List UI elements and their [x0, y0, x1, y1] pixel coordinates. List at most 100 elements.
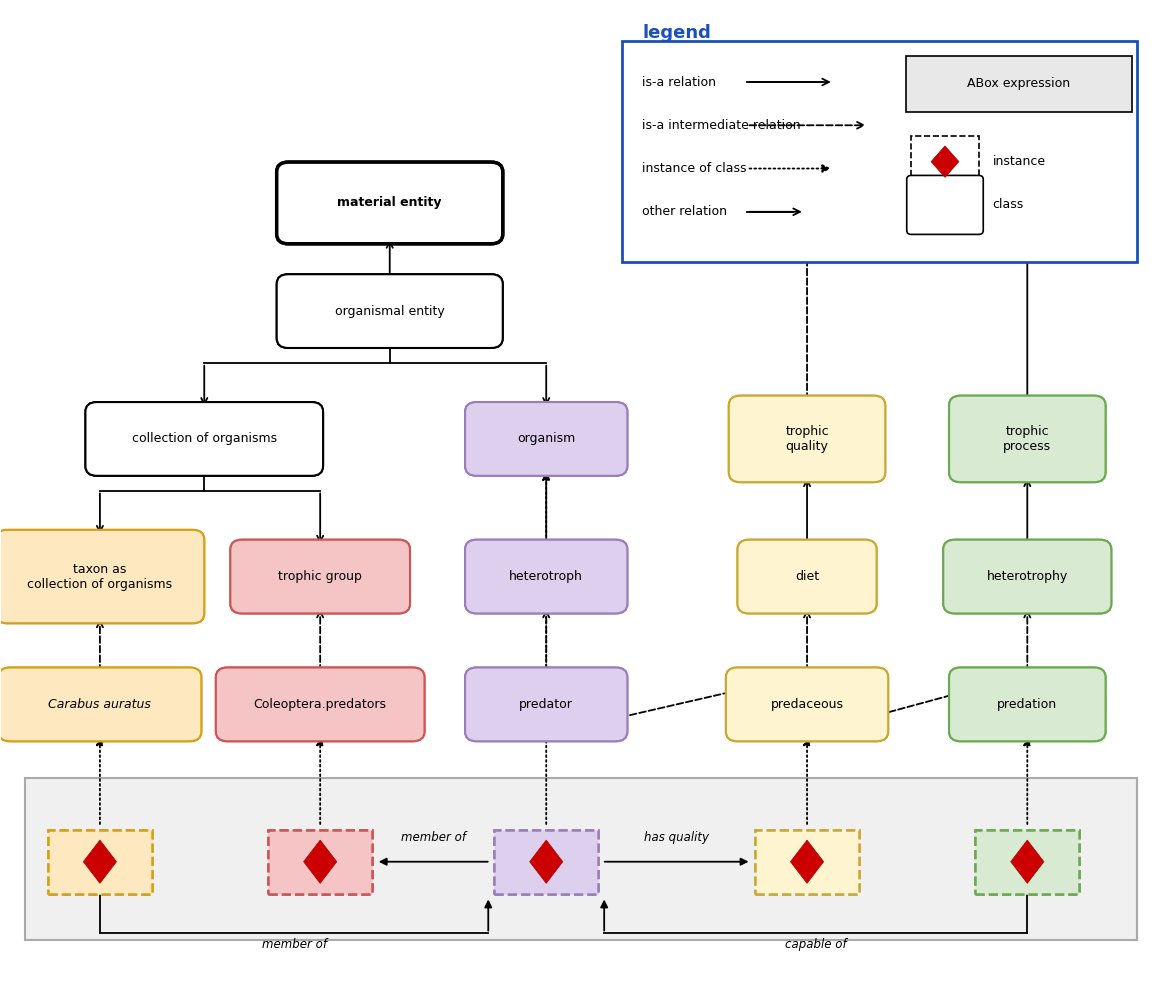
FancyBboxPatch shape [277, 274, 503, 348]
FancyBboxPatch shape [726, 668, 888, 741]
Text: quality: quality [783, 196, 831, 209]
FancyBboxPatch shape [905, 56, 1132, 112]
FancyBboxPatch shape [0, 668, 201, 741]
FancyBboxPatch shape [949, 395, 1105, 482]
Polygon shape [530, 840, 562, 883]
FancyBboxPatch shape [975, 830, 1079, 893]
FancyBboxPatch shape [48, 830, 152, 893]
Text: material entity: material entity [337, 196, 442, 209]
Text: class: class [992, 198, 1024, 211]
Text: organism: organism [517, 433, 575, 446]
Polygon shape [84, 840, 116, 883]
FancyBboxPatch shape [906, 176, 983, 235]
Text: predator: predator [519, 698, 573, 711]
FancyBboxPatch shape [949, 162, 1105, 244]
Text: predation: predation [997, 698, 1057, 711]
FancyBboxPatch shape [465, 539, 627, 613]
FancyBboxPatch shape [729, 395, 885, 482]
Text: organism: organism [517, 433, 575, 446]
Text: trophic
process: trophic process [1003, 425, 1052, 453]
Text: heterotrophy: heterotrophy [987, 570, 1068, 583]
Text: legend: legend [643, 24, 711, 41]
FancyBboxPatch shape [755, 830, 859, 893]
FancyBboxPatch shape [738, 539, 876, 613]
Text: Coleoptera.predators: Coleoptera.predators [253, 698, 387, 711]
FancyBboxPatch shape [230, 539, 410, 613]
Text: process: process [1000, 196, 1054, 209]
Polygon shape [1011, 840, 1043, 883]
FancyBboxPatch shape [726, 668, 888, 741]
FancyBboxPatch shape [465, 668, 627, 741]
Text: heterotroph: heterotroph [509, 570, 583, 583]
Polygon shape [790, 840, 824, 883]
Text: diet: diet [795, 570, 819, 583]
FancyBboxPatch shape [975, 830, 1079, 893]
FancyBboxPatch shape [911, 136, 978, 187]
FancyBboxPatch shape [86, 402, 323, 476]
Text: predator: predator [519, 698, 573, 711]
FancyBboxPatch shape [949, 668, 1105, 741]
Text: predation: predation [997, 698, 1057, 711]
FancyBboxPatch shape [465, 668, 627, 741]
FancyBboxPatch shape [944, 539, 1111, 613]
Text: organismal entity: organismal entity [335, 305, 445, 317]
FancyBboxPatch shape [216, 668, 424, 741]
Text: trophic
quality: trophic quality [786, 425, 829, 453]
Polygon shape [303, 840, 337, 883]
Text: diet: diet [795, 570, 819, 583]
FancyBboxPatch shape [494, 830, 598, 893]
FancyBboxPatch shape [738, 539, 876, 613]
Polygon shape [530, 840, 562, 883]
Text: taxon as
collection of organisms: taxon as collection of organisms [28, 563, 172, 591]
FancyBboxPatch shape [230, 539, 410, 613]
FancyBboxPatch shape [216, 668, 424, 741]
FancyBboxPatch shape [268, 830, 372, 893]
FancyBboxPatch shape [729, 395, 885, 482]
Text: ABox expression: ABox expression [967, 78, 1070, 91]
Text: heterotrophy: heterotrophy [987, 570, 1068, 583]
FancyBboxPatch shape [268, 830, 372, 893]
Text: trophic
quality: trophic quality [786, 425, 829, 453]
Text: process: process [1000, 196, 1054, 209]
FancyBboxPatch shape [24, 778, 1138, 941]
Text: Coleoptera.predators: Coleoptera.predators [253, 698, 387, 711]
Text: instance: instance [992, 155, 1046, 169]
Polygon shape [1011, 840, 1043, 883]
Text: predaceous: predaceous [770, 698, 844, 711]
Text: taxon as
collection of organisms: taxon as collection of organisms [28, 563, 172, 591]
Text: is-a relation: is-a relation [643, 76, 717, 89]
FancyBboxPatch shape [465, 402, 627, 476]
Text: instance of class: instance of class [643, 162, 747, 176]
FancyBboxPatch shape [729, 162, 885, 244]
Text: quality: quality [783, 196, 831, 209]
FancyBboxPatch shape [755, 830, 859, 893]
Polygon shape [303, 840, 337, 883]
Text: material entity: material entity [337, 196, 442, 209]
FancyBboxPatch shape [949, 395, 1105, 482]
FancyBboxPatch shape [944, 539, 1111, 613]
Text: predaceous: predaceous [770, 698, 844, 711]
Polygon shape [931, 146, 959, 177]
Text: capable of: capable of [784, 939, 847, 951]
FancyBboxPatch shape [949, 668, 1105, 741]
FancyBboxPatch shape [277, 274, 503, 348]
Text: is-a intermediate relation: is-a intermediate relation [643, 118, 801, 132]
Text: heterotroph: heterotroph [509, 570, 583, 583]
Text: Carabus auratus: Carabus auratus [49, 698, 151, 711]
FancyBboxPatch shape [465, 539, 627, 613]
FancyBboxPatch shape [48, 830, 152, 893]
FancyBboxPatch shape [0, 668, 201, 741]
FancyBboxPatch shape [277, 162, 503, 244]
Text: trophic group: trophic group [278, 570, 363, 583]
Polygon shape [84, 840, 116, 883]
FancyBboxPatch shape [494, 830, 598, 893]
Text: organismal entity: organismal entity [335, 305, 445, 317]
Polygon shape [790, 840, 824, 883]
Text: has quality: has quality [644, 831, 709, 844]
FancyBboxPatch shape [86, 402, 323, 476]
FancyBboxPatch shape [0, 529, 205, 623]
Text: trophic group: trophic group [278, 570, 363, 583]
Text: trophic
process: trophic process [1003, 425, 1052, 453]
Text: member of: member of [261, 939, 327, 951]
Text: collection of organisms: collection of organisms [131, 433, 277, 446]
